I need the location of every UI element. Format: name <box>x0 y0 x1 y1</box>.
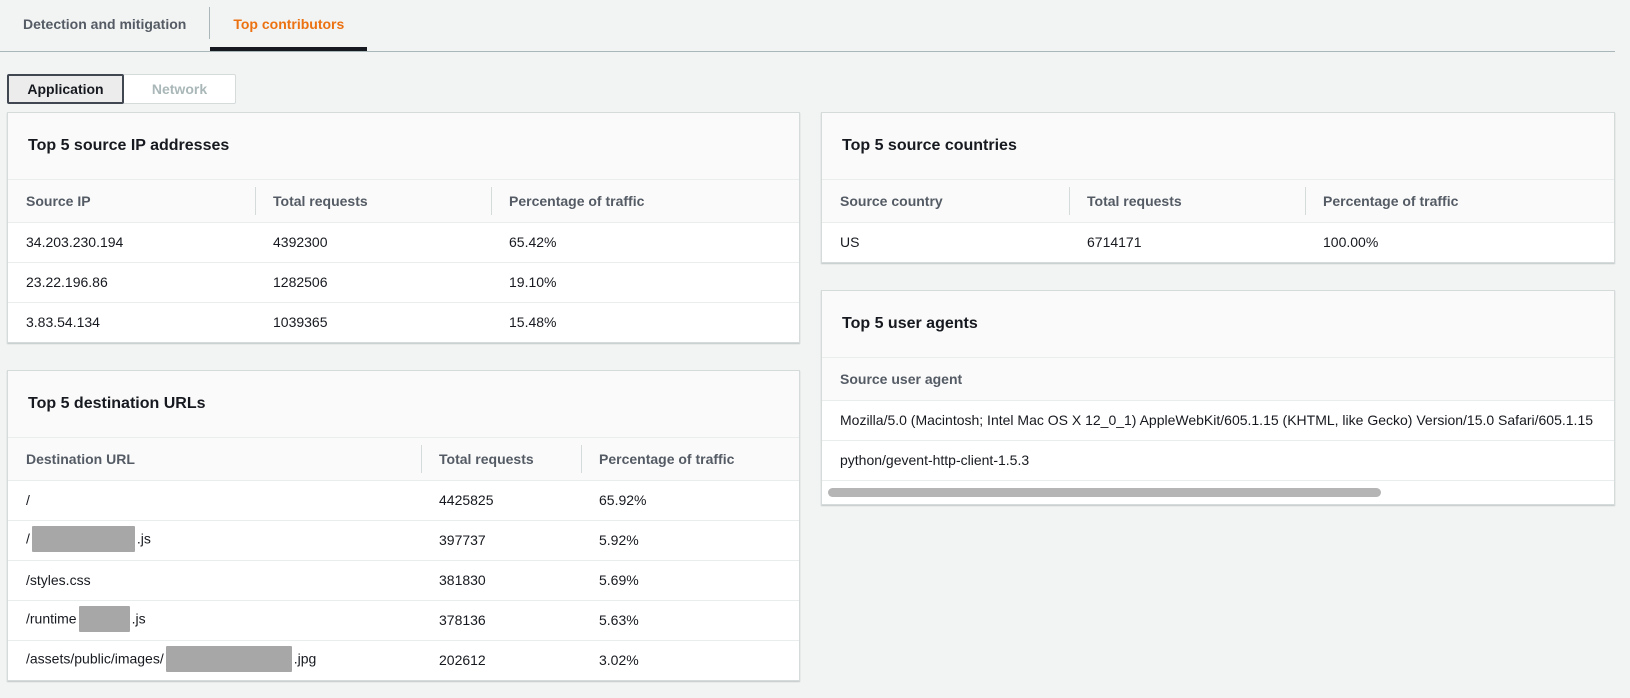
panel-header: Top 5 source countries <box>822 113 1614 180</box>
tab-detection-and-mitigation[interactable]: Detection and mitigation <box>0 0 209 51</box>
table-row: /styles.css 381830 5.69% <box>8 559 799 600</box>
scrollbar-thumb[interactable] <box>828 488 1381 497</box>
panel-title: Top 5 source countries <box>842 137 1017 154</box>
table-cell: 65.92% <box>581 479 799 520</box>
table-row: US 6714171 100.00% <box>822 221 1614 262</box>
column-header: Source country <box>822 180 1069 222</box>
column-header: Total requests <box>421 438 581 480</box>
tab-divider <box>209 7 211 39</box>
table-row: 34.203.230.194 4392300 65.42% <box>8 221 799 262</box>
panel-top-destination-urls: Top 5 destination URLs Destination URL To… <box>7 370 800 681</box>
panel-header: Top 5 destination URLs <box>8 371 799 438</box>
column-header: Percentage of traffic <box>581 438 799 480</box>
panel-top-user-agents: Top 5 user agents Source user agent Mozil… <box>821 290 1615 505</box>
tab-label: Detection and mitigation <box>23 15 187 32</box>
table-row: /runtime .js 378136 5.63% <box>8 599 799 640</box>
toggle-label: Application <box>27 81 104 97</box>
column-header: Source user agent <box>822 358 1614 400</box>
tab-bar: Detection and mitigation Top contributor… <box>0 0 1615 52</box>
column-header: Destination URL <box>8 438 421 480</box>
table-cell: 378136 <box>421 599 581 640</box>
table-cell: /runtime .js <box>8 599 421 640</box>
table-cell: 4425825 <box>421 479 581 520</box>
table-row: 23.22.196.86 1282506 19.10% <box>8 261 799 302</box>
panel-title: Top 5 destination URLs <box>28 395 206 412</box>
table-header-row: Source user agent <box>822 358 1614 400</box>
table-header-row: Source country Total requests Percentage o… <box>822 180 1614 222</box>
table-header-row: Destination URL Total requests Percentage … <box>8 438 799 480</box>
view-toggle: Application Network <box>7 74 236 104</box>
table-cell: / .js <box>8 519 421 560</box>
right-column: Top 5 source countries Source country Tot… <box>821 112 1615 505</box>
table-cell: 19.10% <box>491 261 799 302</box>
tab-label: Top contributors <box>233 15 345 32</box>
redacted-text <box>78 606 130 632</box>
user-agents-table: Source user agent Mozilla/5.0 (Macintosh;… <box>822 358 1614 480</box>
table-cell: 5.69% <box>581 559 799 600</box>
redacted-text <box>31 526 135 552</box>
table-cell: python/gevent-http-client-1.5.3 <box>822 439 1614 480</box>
toggle-label: Network <box>151 81 208 97</box>
column-header: Percentage of traffic <box>491 180 799 222</box>
application-toggle-button[interactable]: Application <box>7 74 124 104</box>
table-cell: 15.48% <box>491 301 799 342</box>
table-cell: /styles.css <box>8 559 421 600</box>
tab-top-contributors[interactable]: Top contributors <box>210 0 368 51</box>
table-row: Mozilla/5.0 (Macintosh; Intel Mac OS X 1… <box>822 399 1614 440</box>
table-row: python/gevent-http-client-1.5.3 <box>822 439 1614 480</box>
table-cell: 4392300 <box>255 221 491 262</box>
table-cell: 381830 <box>421 559 581 600</box>
table-header-row: Source IP Total requests Percentage of tra… <box>8 180 799 222</box>
panel-header: Top 5 source IP addresses <box>8 113 799 180</box>
table-cell: 5.92% <box>581 519 799 560</box>
network-toggle-button[interactable]: Network <box>123 74 236 104</box>
table-cell: 3.83.54.134 <box>8 301 255 342</box>
column-header: Total requests <box>1069 180 1305 222</box>
panel-top-source-countries: Top 5 source countries Source country Tot… <box>821 112 1615 263</box>
table-cell: 202612 <box>421 639 581 680</box>
table-cell: 3.02% <box>581 639 799 680</box>
destination-urls-table: Destination URL Total requests Percentage … <box>8 438 799 680</box>
panel-title: Top 5 user agents <box>842 315 978 332</box>
source-ips-table: Source IP Total requests Percentage of tra… <box>8 180 799 342</box>
horizontal-scrollbar[interactable] <box>822 480 1614 504</box>
left-column: Top 5 source IP addresses Source IP Total… <box>7 112 800 681</box>
table-cell: 397737 <box>421 519 581 560</box>
panel-top-source-ips: Top 5 source IP addresses Source IP Total… <box>7 112 800 343</box>
table-cell: 1282506 <box>255 261 491 302</box>
column-header: Total requests <box>255 180 491 222</box>
panel-title: Top 5 source IP addresses <box>28 137 230 154</box>
panel-header: Top 5 user agents <box>822 291 1614 358</box>
source-countries-table: Source country Total requests Percentage o… <box>822 180 1614 262</box>
table-cell: / <box>8 479 421 520</box>
table-cell: Mozilla/5.0 (Macintosh; Intel Mac OS X 1… <box>822 399 1614 440</box>
panels-grid: Top 5 source IP addresses Source IP Total… <box>0 104 1630 681</box>
table-row: /assets/public/images/.jpg 202612 3.02% <box>8 639 799 680</box>
table-cell: 6714171 <box>1069 221 1305 262</box>
redacted-text <box>165 646 292 673</box>
table-cell: 34.203.230.194 <box>8 221 255 262</box>
table-cell: US <box>822 221 1069 262</box>
table-cell: /assets/public/images/.jpg <box>8 639 421 680</box>
table-row: / .js 397737 5.92% <box>8 519 799 560</box>
column-header: Percentage of traffic <box>1305 180 1614 222</box>
table-cell: 100.00% <box>1305 221 1614 262</box>
table-row: /4425825 65.92% <box>8 479 799 520</box>
table-cell: 5.63% <box>581 599 799 640</box>
table-cell: 1039365 <box>255 301 491 342</box>
table-cell: 65.42% <box>491 221 799 262</box>
table-row: 3.83.54.134 1039365 15.48% <box>8 301 799 342</box>
column-header: Source IP <box>8 180 255 222</box>
table-cell: 23.22.196.86 <box>8 261 255 302</box>
